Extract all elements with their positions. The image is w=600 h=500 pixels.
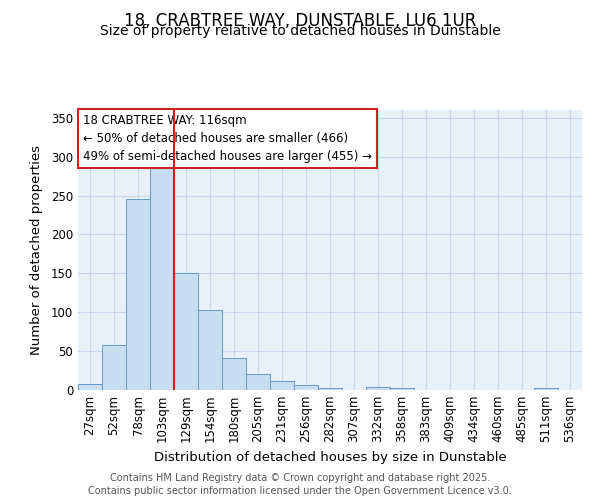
Text: 18 CRABTREE WAY: 116sqm
← 50% of detached houses are smaller (466)
49% of semi-d: 18 CRABTREE WAY: 116sqm ← 50% of detache… xyxy=(83,114,372,163)
Bar xyxy=(366,387,390,390)
Text: Contains HM Land Registry data © Crown copyright and database right 2025.
Contai: Contains HM Land Registry data © Crown c… xyxy=(88,473,512,496)
Bar xyxy=(78,384,102,390)
Bar xyxy=(150,164,174,390)
Bar xyxy=(294,386,318,390)
Bar xyxy=(102,345,126,390)
Bar xyxy=(270,382,294,390)
Text: Size of property relative to detached houses in Dunstable: Size of property relative to detached ho… xyxy=(100,24,500,38)
X-axis label: Distribution of detached houses by size in Dunstable: Distribution of detached houses by size … xyxy=(154,451,506,464)
Text: 18, CRABTREE WAY, DUNSTABLE, LU6 1UR: 18, CRABTREE WAY, DUNSTABLE, LU6 1UR xyxy=(124,12,476,30)
Bar xyxy=(534,388,558,390)
Bar xyxy=(318,388,342,390)
Bar xyxy=(222,358,246,390)
Bar xyxy=(246,374,270,390)
Bar xyxy=(126,200,150,390)
Y-axis label: Number of detached properties: Number of detached properties xyxy=(29,145,43,355)
Bar xyxy=(390,388,414,390)
Bar xyxy=(174,274,198,390)
Bar xyxy=(198,310,222,390)
